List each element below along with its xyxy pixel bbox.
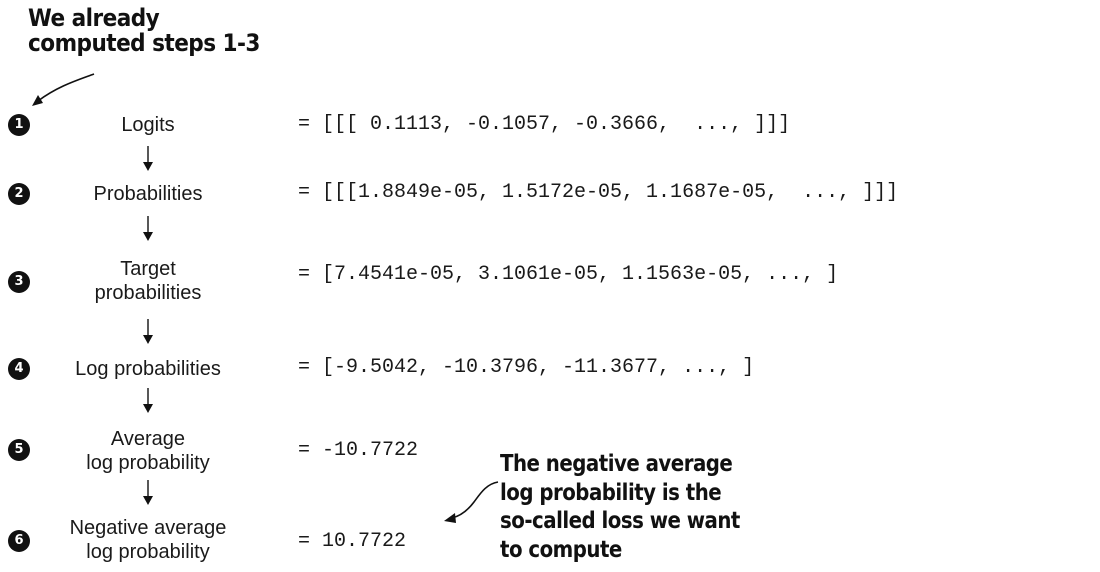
step-2-value: = [[[1.8849e-05, 1.5172e-05, 1.1687e-05,… bbox=[298, 181, 899, 204]
step-3-label: Target probabilities bbox=[38, 257, 258, 305]
step-3-value: = [7.4541e-05, 3.1061e-05, 1.1563e-05, .… bbox=[298, 263, 839, 286]
callout-line: log probability is the bbox=[500, 479, 722, 506]
step-label-line: log probability bbox=[86, 452, 210, 474]
callout-line: We already bbox=[28, 4, 160, 32]
down-arrow-icon bbox=[143, 146, 153, 171]
step-label-line: Logits bbox=[121, 114, 175, 136]
step-4-label: Log probabilities bbox=[38, 357, 258, 381]
down-arrow-icon bbox=[143, 216, 153, 241]
step-label-line: Log probabilities bbox=[75, 358, 221, 380]
step-4-value: = [-9.5042, -10.3796, -11.3677, ..., ] bbox=[298, 356, 755, 379]
step-2-badge: 2 bbox=[8, 183, 30, 205]
callout-line: to compute bbox=[500, 536, 622, 563]
step-6-badge: 6 bbox=[8, 530, 30, 552]
step-5-badge: 5 bbox=[8, 439, 30, 461]
step-6-label: Negative average log probability bbox=[38, 516, 258, 564]
step-1-badge: 1 bbox=[8, 114, 30, 136]
step-label-line: probabilities bbox=[94, 282, 202, 304]
step-6-value: = 10.7722 bbox=[298, 530, 407, 553]
curved-arrow-icon bbox=[444, 481, 499, 523]
step-1-value: = [[[ 0.1113, -0.1057, -0.3666, ..., ]]] bbox=[298, 113, 791, 136]
step-label-line: Target bbox=[120, 258, 176, 280]
step-2-label: Probabilities bbox=[38, 182, 258, 206]
step-label-line: Negative average bbox=[69, 517, 227, 539]
down-arrow-icon bbox=[143, 480, 153, 505]
down-arrow-icon bbox=[143, 319, 153, 344]
callout-line: so-called loss we want bbox=[500, 508, 740, 535]
callout-line: computed steps 1-3 bbox=[28, 29, 260, 58]
callout-computed-steps: We already computed steps 1-3 bbox=[28, 4, 260, 58]
step-label-line: log probability bbox=[86, 541, 210, 563]
step-5-label: Average log probability bbox=[38, 427, 258, 475]
step-label-line: Probabilities bbox=[93, 183, 203, 205]
step-4-badge: 4 bbox=[8, 358, 30, 380]
callout-line: The negative average bbox=[500, 451, 733, 477]
step-label-line: Average bbox=[110, 428, 186, 450]
callout-loss-definition: The negative average log probability is … bbox=[500, 450, 740, 564]
down-arrow-icon bbox=[143, 388, 153, 413]
step-5-value: = -10.7722 bbox=[298, 439, 419, 462]
curved-arrow-icon bbox=[32, 73, 95, 106]
step-3-badge: 3 bbox=[8, 271, 30, 293]
step-1-label: Logits bbox=[38, 113, 258, 137]
